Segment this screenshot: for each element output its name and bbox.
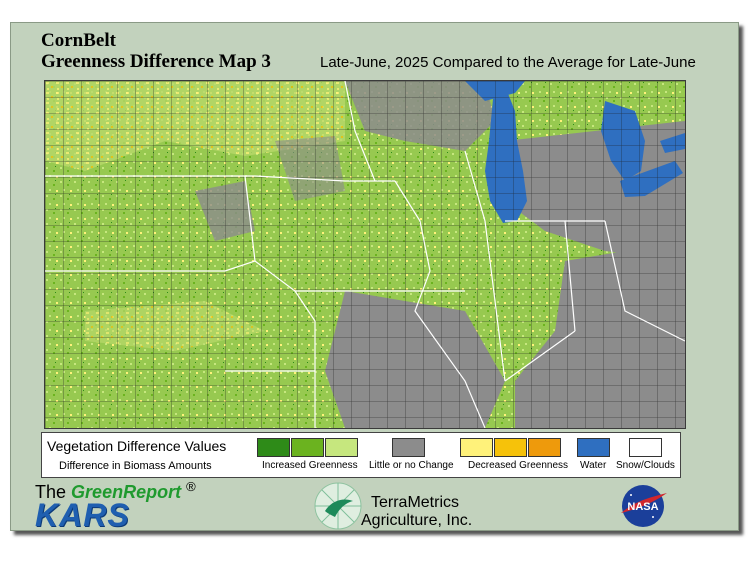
- legend-swatch-increased-mid: [291, 438, 324, 457]
- terrametrics-logo-icon: [314, 482, 362, 530]
- map-image: [45, 81, 685, 428]
- greenness-map: [44, 80, 686, 429]
- legend-label-decreased: Decreased Greenness: [468, 460, 569, 471]
- legend-swatch-snow: [629, 438, 662, 457]
- legend-swatch-decreased-high: [528, 438, 561, 457]
- greenreport-the: The: [35, 482, 67, 502]
- registered-mark: ®: [186, 479, 196, 494]
- legend-label-little: Little or no Change: [369, 460, 454, 471]
- terrametrics-name: TerraMetrics: [371, 494, 460, 511]
- legend-swatch-decreased-low: [460, 438, 493, 457]
- legend-swatch-increased-low: [325, 438, 358, 457]
- legend-swatch-water: [577, 438, 610, 457]
- legend: Vegetation Difference Values Difference …: [41, 432, 681, 478]
- nasa-logo-icon: NASA: [621, 485, 667, 527]
- legend-label-increased: Increased Greenness: [262, 460, 358, 471]
- region-title: CornBelt: [41, 30, 116, 51]
- legend-title: Vegetation Difference Values: [47, 438, 227, 454]
- map-title: Greenness Difference Map 3: [41, 51, 271, 72]
- nasa-text: NASA: [627, 501, 658, 513]
- kars-logo: KARS: [35, 497, 130, 533]
- terrametrics-subtitle: Agriculture, Inc.: [361, 512, 473, 529]
- legend-subtitle: Difference in Biomass Amounts: [59, 460, 212, 472]
- legend-swatch-little: [392, 438, 425, 457]
- greenreport-logo: The GreenReport ®: [35, 479, 196, 503]
- map-panel: CornBelt Greenness Difference Map 3 Late…: [10, 22, 739, 533]
- greenreport-name: GreenReport: [71, 482, 182, 502]
- legend-swatch-increased-high: [257, 438, 290, 457]
- legend-label-snow: Snow/Clouds: [616, 460, 675, 471]
- legend-swatch-decreased-mid: [494, 438, 527, 457]
- period-caption: Late-June, 2025 Compared to the Average …: [320, 54, 696, 71]
- legend-label-water: Water: [580, 460, 607, 471]
